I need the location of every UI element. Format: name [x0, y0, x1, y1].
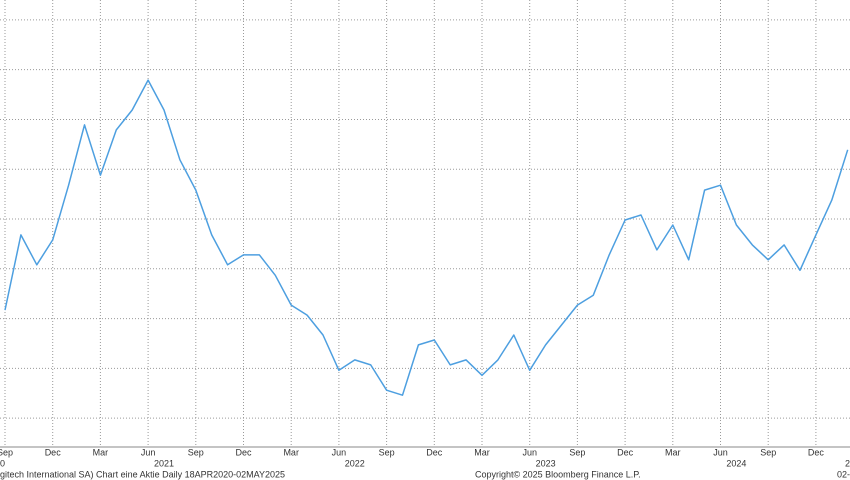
x-tick-label: Dec — [808, 447, 825, 457]
x-tick-label: Sep — [188, 447, 204, 457]
x-tick-label: Dec — [235, 447, 252, 457]
footer-center: Copyright© 2025 Bloomberg Finance L.P. — [475, 469, 641, 479]
year-label: 2024 — [726, 458, 746, 468]
x-tick-label: Jun — [713, 447, 728, 457]
x-tick-label: Sep — [569, 447, 585, 457]
x-tick-label: Sep — [379, 447, 395, 457]
x-tick-label: Mar — [665, 447, 681, 457]
x-tick-label: Dec — [45, 447, 62, 457]
x-tick-label: Jun — [332, 447, 347, 457]
x-tick-label: Dec — [426, 447, 443, 457]
x-tick-label: Dec — [617, 447, 634, 457]
year-label: 2021 — [154, 458, 174, 468]
x-tick-label: Mar — [93, 447, 109, 457]
x-tick-label: Jun — [141, 447, 156, 457]
year-label: 2023 — [536, 458, 556, 468]
x-tick-label: Jun — [522, 447, 537, 457]
footer-right: 02- — [837, 469, 850, 479]
year-label: 0 — [0, 458, 5, 468]
price-line — [4, 79, 849, 396]
year-label: 2 — [845, 458, 850, 468]
x-tick-label: Mar — [474, 447, 490, 457]
year-label: 2022 — [345, 458, 365, 468]
x-tick-label: Mar — [283, 447, 299, 457]
x-tick-label: Sep — [0, 447, 13, 457]
footer-left: gitech International SA) Chart eine Akti… — [0, 469, 285, 479]
x-tick-label: Sep — [760, 447, 776, 457]
